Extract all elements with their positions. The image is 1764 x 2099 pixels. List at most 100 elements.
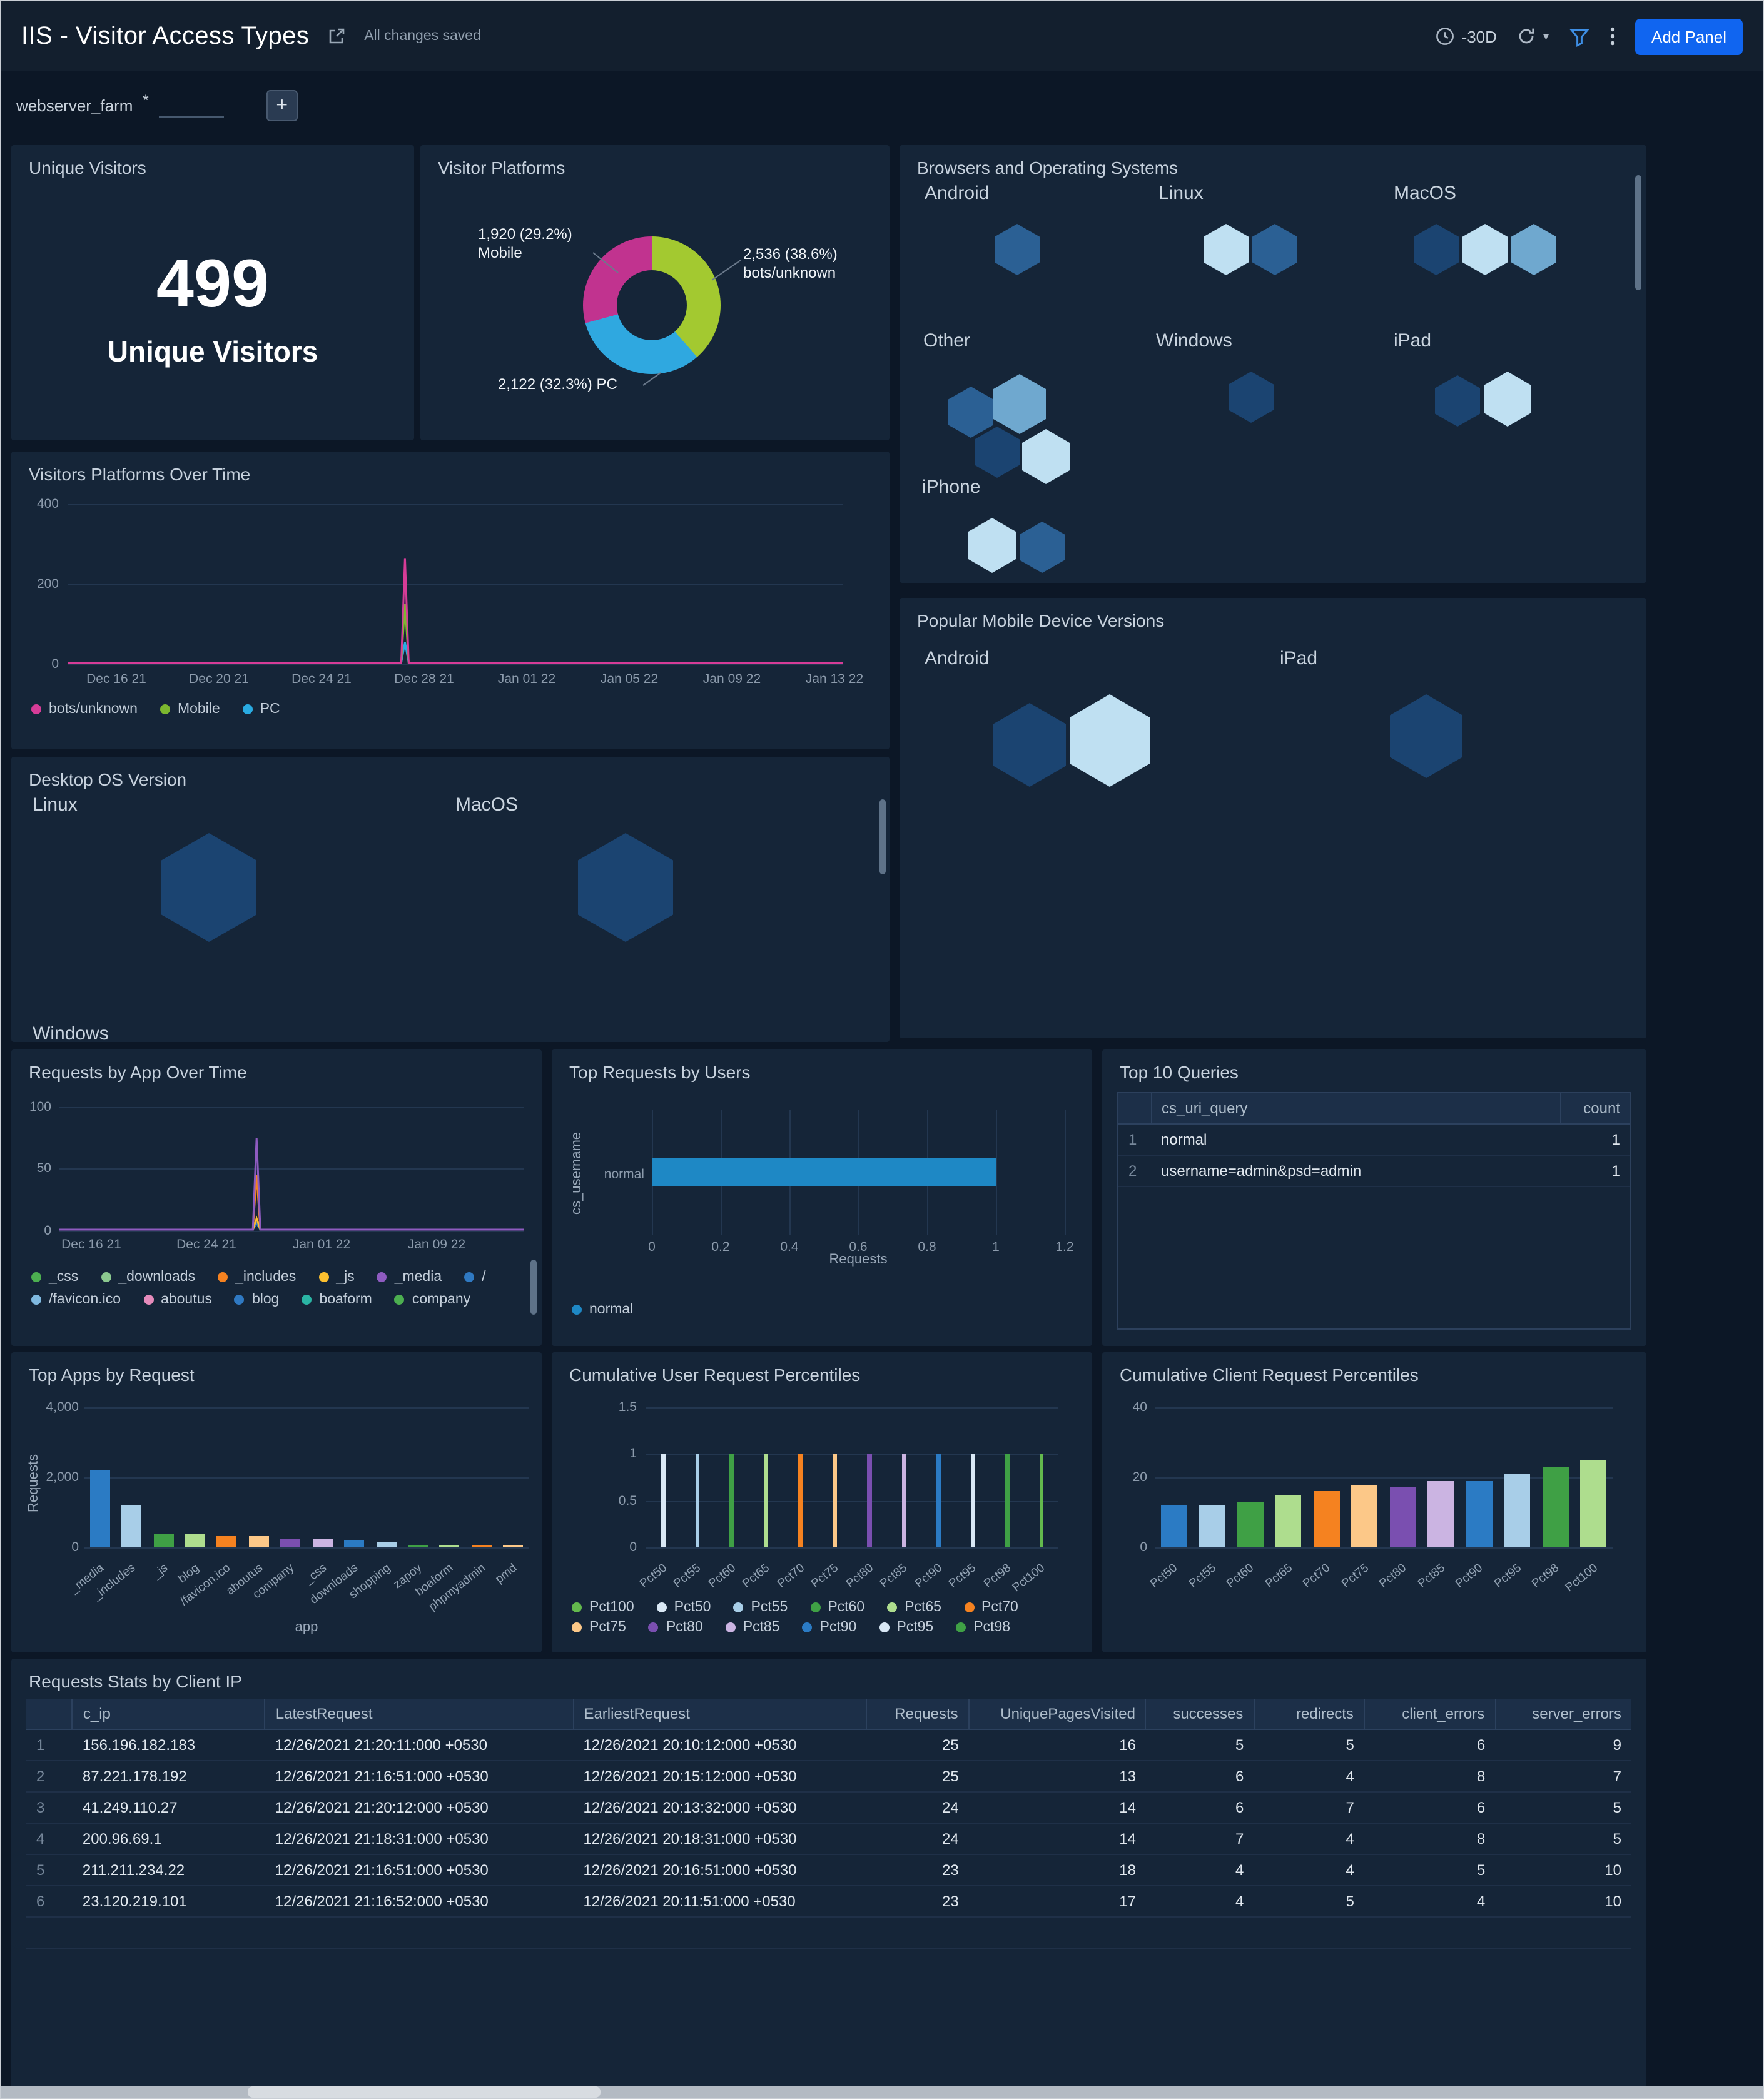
bar[interactable] <box>376 1542 397 1547</box>
legend-item[interactable]: aboutus <box>143 1292 212 1307</box>
column-header[interactable]: Requests <box>866 1699 970 1730</box>
bar[interactable] <box>1039 1454 1043 1547</box>
table-row[interactable]: 3 41.249.110.27 12/26/2021 21:20:12:000 +0… <box>26 1792 1631 1824</box>
hexagon-cell[interactable] <box>1390 694 1462 778</box>
legend-item[interactable]: Pct90 <box>802 1620 856 1635</box>
legend-item[interactable]: Pct95 <box>879 1620 933 1635</box>
bar[interactable] <box>652 1158 996 1186</box>
bar[interactable] <box>1389 1487 1416 1547</box>
hexagon-cell[interactable] <box>948 387 993 438</box>
bar[interactable] <box>833 1454 837 1547</box>
legend-item[interactable]: Pct60 <box>810 1600 864 1615</box>
panel-scrollbar[interactable] <box>1635 175 1641 290</box>
hexagon-cell[interactable] <box>1229 372 1274 423</box>
bar[interactable] <box>764 1454 768 1547</box>
bar[interactable] <box>901 1454 906 1547</box>
column-header[interactable]: UniquePagesVisited <box>968 1699 1147 1730</box>
bar[interactable] <box>695 1454 699 1547</box>
bar[interactable] <box>867 1454 871 1547</box>
column-header[interactable]: LatestRequest <box>265 1699 574 1730</box>
legend-item[interactable]: Pct100 <box>572 1600 634 1615</box>
bar[interactable] <box>661 1454 665 1547</box>
legend-item[interactable]: company <box>394 1292 470 1307</box>
hexagon-cell[interactable] <box>1414 224 1459 275</box>
hexagon-cell[interactable] <box>1070 694 1150 787</box>
legend-item[interactable]: _js <box>318 1270 355 1285</box>
column-header[interactable]: cs_uri_query <box>1151 1093 1561 1125</box>
hexagon-cell[interactable] <box>968 518 1016 573</box>
table-row[interactable]: 1 156.196.182.183 12/26/2021 21:20:11:000 … <box>26 1729 1631 1761</box>
legend-item[interactable]: _media <box>377 1270 442 1285</box>
table-row[interactable]: 2 username=admin&psd=admin 1 <box>1118 1155 1630 1187</box>
legend-item[interactable]: /favicon.ico <box>31 1292 121 1307</box>
legend-item[interactable]: normal <box>572 1302 633 1317</box>
legend-item[interactable]: _includes <box>218 1270 296 1285</box>
hexagon-cell[interactable] <box>1435 375 1480 427</box>
table-row[interactable]: 2 87.221.178.192 12/26/2021 21:16:51:000 +… <box>26 1761 1631 1793</box>
hexagon-cell[interactable] <box>161 833 256 942</box>
column-header[interactable]: count <box>1560 1093 1630 1125</box>
legend-item[interactable]: _css <box>31 1270 78 1285</box>
panel-scrollbar[interactable] <box>879 799 886 874</box>
kebab-menu[interactable] <box>1610 26 1615 46</box>
bar[interactable] <box>1542 1467 1569 1547</box>
legend-item[interactable]: blog <box>234 1292 279 1307</box>
filter-value-input[interactable] <box>158 93 224 117</box>
table-row[interactable]: 4 200.96.69.1 12/26/2021 21:18:31:000 +053… <box>26 1823 1631 1855</box>
legend-item[interactable]: boaform <box>302 1292 372 1307</box>
line-chart[interactable] <box>68 504 843 664</box>
add-filter-button[interactable]: + <box>266 89 298 121</box>
bar[interactable] <box>970 1454 975 1547</box>
line-chart[interactable] <box>59 1107 524 1231</box>
bar[interactable] <box>1275 1495 1302 1547</box>
hexagon-cell[interactable] <box>1020 522 1065 573</box>
bar[interactable] <box>248 1536 269 1547</box>
donut-chart[interactable] <box>583 236 721 374</box>
horizontal-scrollbar[interactable] <box>1 2086 1763 2098</box>
table-row[interactable]: 1 normal 1 <box>1118 1124 1630 1156</box>
legend-item[interactable]: Pct50 <box>656 1600 711 1615</box>
series-line[interactable] <box>68 558 843 664</box>
legend-item[interactable]: Pct75 <box>572 1620 626 1635</box>
bar[interactable] <box>185 1533 205 1547</box>
hexagon-cell[interactable] <box>993 374 1046 434</box>
time-range-selector[interactable]: -30D <box>1436 26 1497 46</box>
bar[interactable] <box>312 1538 333 1547</box>
refresh-control[interactable]: ▾ <box>1517 26 1549 46</box>
series-line[interactable] <box>59 1138 524 1231</box>
bar[interactable] <box>503 1545 524 1547</box>
bar[interactable] <box>1351 1484 1378 1547</box>
legend-item[interactable]: Pct98 <box>956 1620 1010 1635</box>
bar[interactable] <box>936 1454 940 1547</box>
filter-toggle[interactable] <box>1569 26 1590 47</box>
panel-scrollbar[interactable] <box>530 1260 537 1315</box>
legend-item[interactable]: bots/unknown <box>31 702 138 717</box>
column-header[interactable]: redirects <box>1254 1699 1365 1730</box>
hexagon-cell[interactable] <box>578 833 673 942</box>
bar[interactable] <box>1160 1505 1187 1547</box>
column-header[interactable]: client_errors <box>1364 1699 1496 1730</box>
bar[interactable] <box>121 1505 142 1547</box>
bar[interactable] <box>1504 1474 1531 1547</box>
bar[interactable] <box>1313 1491 1340 1547</box>
legend-item[interactable]: _downloads <box>101 1270 195 1285</box>
hexagon-cell[interactable] <box>995 224 1040 275</box>
legend-item[interactable]: / <box>464 1270 486 1285</box>
bar[interactable] <box>344 1539 365 1547</box>
column-header[interactable]: server_errors <box>1495 1699 1631 1730</box>
hexagon-cell[interactable] <box>993 703 1066 787</box>
bar[interactable] <box>798 1454 803 1547</box>
table-row[interactable]: 5 211.211.234.22 12/26/2021 21:16:51:000 +… <box>26 1854 1631 1886</box>
bar[interactable] <box>89 1470 110 1547</box>
hexagon-cell[interactable] <box>1484 372 1531 427</box>
bar[interactable] <box>153 1533 174 1547</box>
column-header[interactable]: c_ip <box>72 1699 266 1730</box>
hexagon-cell[interactable] <box>1462 224 1508 275</box>
hexagon-cell[interactable] <box>1022 429 1070 484</box>
legend-item[interactable]: Mobile <box>160 702 220 717</box>
column-header[interactable]: EarliestRequest <box>573 1699 867 1730</box>
bar[interactable] <box>1427 1480 1454 1547</box>
bar[interactable] <box>408 1545 428 1547</box>
legend-item[interactable]: PC <box>242 702 280 717</box>
bar[interactable] <box>1237 1502 1264 1547</box>
